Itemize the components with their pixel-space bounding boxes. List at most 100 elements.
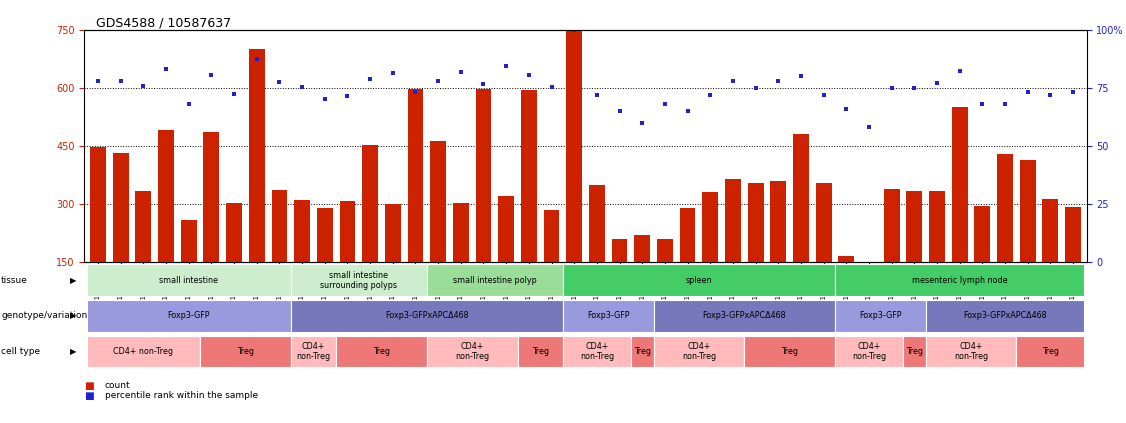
Bar bbox=[204, 132, 220, 321]
Bar bbox=[271, 190, 287, 321]
Point bbox=[180, 101, 198, 107]
Point bbox=[270, 79, 288, 85]
Bar bbox=[135, 190, 151, 321]
Text: GDS4588 / 10587637: GDS4588 / 10587637 bbox=[96, 17, 231, 30]
Point bbox=[520, 71, 538, 78]
Text: CD4+ non-Treg: CD4+ non-Treg bbox=[114, 347, 173, 356]
Bar bbox=[926, 300, 1084, 332]
Bar bbox=[316, 208, 332, 321]
Bar bbox=[291, 264, 427, 297]
Point bbox=[1019, 89, 1037, 96]
Text: Foxp3-GFPxAPCΔ468: Foxp3-GFPxAPCΔ468 bbox=[385, 311, 468, 321]
Point bbox=[701, 91, 720, 98]
Bar bbox=[87, 335, 200, 368]
Bar bbox=[475, 89, 491, 321]
Point bbox=[293, 83, 311, 90]
Point bbox=[883, 85, 901, 91]
Bar bbox=[744, 335, 834, 368]
Text: ▶: ▶ bbox=[70, 276, 77, 285]
Point bbox=[429, 77, 447, 84]
Bar bbox=[653, 335, 744, 368]
Point bbox=[724, 77, 742, 84]
Bar bbox=[200, 335, 291, 368]
Bar bbox=[834, 300, 926, 332]
Bar bbox=[656, 239, 673, 321]
Point bbox=[406, 89, 425, 96]
Text: Foxp3-GFP: Foxp3-GFP bbox=[168, 311, 209, 321]
Point bbox=[814, 91, 832, 98]
Text: CD4+
non-Treg: CD4+ non-Treg bbox=[852, 342, 886, 361]
Bar bbox=[748, 183, 763, 321]
Bar bbox=[453, 203, 468, 321]
Bar bbox=[90, 147, 106, 321]
Bar bbox=[521, 90, 537, 321]
Bar bbox=[363, 145, 378, 321]
Text: CD4+
non-Treg: CD4+ non-Treg bbox=[954, 342, 988, 361]
Bar bbox=[1065, 207, 1081, 321]
Bar bbox=[725, 179, 741, 321]
Text: CD4+
non-Treg: CD4+ non-Treg bbox=[296, 342, 331, 361]
Point bbox=[679, 107, 697, 114]
Bar bbox=[427, 264, 563, 297]
Bar bbox=[566, 30, 582, 321]
Bar bbox=[653, 300, 834, 332]
Text: Treg: Treg bbox=[905, 347, 923, 356]
Point bbox=[134, 82, 152, 89]
Bar bbox=[815, 183, 831, 321]
Bar bbox=[408, 88, 423, 321]
Bar bbox=[544, 210, 560, 321]
Bar bbox=[929, 190, 945, 321]
Text: CD4+
non-Treg: CD4+ non-Treg bbox=[455, 342, 489, 361]
Text: Foxp3-GFP: Foxp3-GFP bbox=[859, 311, 902, 321]
Bar bbox=[974, 206, 990, 321]
Point bbox=[315, 95, 333, 102]
Bar bbox=[834, 335, 903, 368]
Bar bbox=[181, 220, 197, 321]
Bar bbox=[158, 129, 175, 321]
Point bbox=[89, 77, 107, 84]
Text: cell type: cell type bbox=[1, 347, 41, 356]
Point bbox=[157, 66, 175, 73]
Bar bbox=[861, 270, 877, 321]
Text: ■: ■ bbox=[84, 381, 95, 391]
Point bbox=[905, 85, 923, 91]
Bar bbox=[226, 203, 242, 321]
Point bbox=[203, 71, 221, 78]
Text: count: count bbox=[105, 381, 131, 390]
Bar bbox=[1017, 335, 1084, 368]
Bar bbox=[770, 181, 786, 321]
Text: Treg: Treg bbox=[781, 347, 798, 356]
Text: Treg: Treg bbox=[531, 347, 548, 356]
Bar bbox=[631, 335, 653, 368]
Bar bbox=[884, 189, 900, 321]
Text: percentile rank within the sample: percentile rank within the sample bbox=[105, 391, 258, 400]
Bar bbox=[634, 235, 650, 321]
Bar bbox=[427, 335, 518, 368]
Text: ▶: ▶ bbox=[70, 347, 77, 356]
Point bbox=[633, 119, 651, 126]
Point bbox=[225, 91, 243, 98]
Bar bbox=[563, 264, 834, 297]
Text: Treg: Treg bbox=[236, 347, 254, 356]
Bar bbox=[1043, 200, 1058, 321]
Bar bbox=[903, 335, 926, 368]
Point bbox=[792, 73, 810, 80]
Text: mesenteric lymph node: mesenteric lymph node bbox=[912, 276, 1008, 285]
Point bbox=[588, 91, 606, 98]
Point bbox=[543, 84, 561, 91]
Point bbox=[928, 80, 946, 86]
Text: Foxp3-GFP: Foxp3-GFP bbox=[587, 311, 629, 321]
Point bbox=[452, 69, 470, 76]
Bar bbox=[563, 335, 631, 368]
Text: CD4+
non-Treg: CD4+ non-Treg bbox=[682, 342, 716, 361]
Bar bbox=[793, 134, 808, 321]
Bar bbox=[498, 196, 515, 321]
Point bbox=[498, 63, 516, 70]
Text: ■: ■ bbox=[84, 390, 95, 401]
Text: ▶: ▶ bbox=[70, 311, 77, 321]
Bar bbox=[518, 335, 563, 368]
Bar bbox=[680, 208, 696, 321]
Bar bbox=[951, 107, 967, 321]
Bar bbox=[385, 204, 401, 321]
Point bbox=[1042, 91, 1060, 98]
